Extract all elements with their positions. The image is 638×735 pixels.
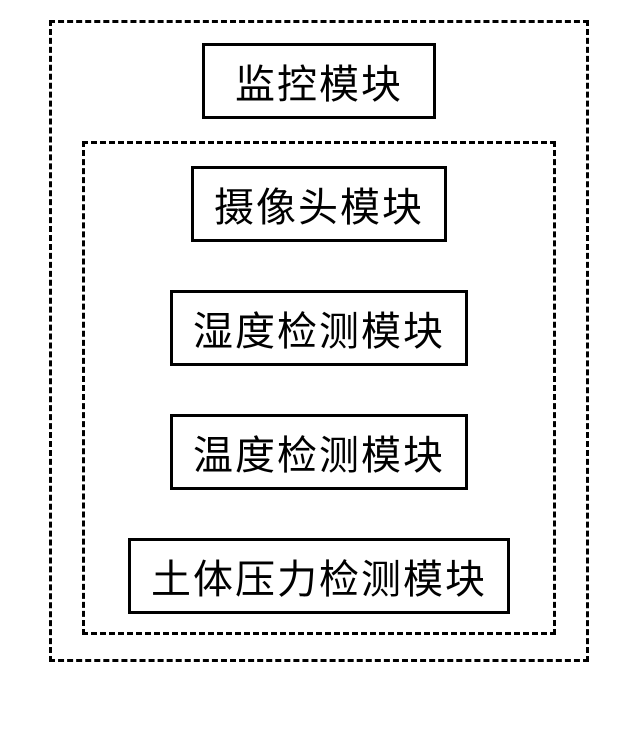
title-box: 监控模块 [202, 43, 436, 119]
module-box-camera: 摄像头模块 [191, 166, 447, 242]
module-label: 湿度检测模块 [193, 309, 445, 354]
module-box-humidity: 湿度检测模块 [170, 290, 468, 366]
inner-dashed-container: 摄像头模块 湿度检测模块 温度检测模块 土体压力检测模块 [82, 141, 556, 635]
module-box-temperature: 温度检测模块 [170, 414, 468, 490]
module-label: 摄像头模块 [214, 185, 424, 230]
outer-dashed-container: 监控模块 摄像头模块 湿度检测模块 温度检测模块 土体压力检测模块 [49, 20, 589, 662]
module-box-soil-pressure: 土体压力检测模块 [128, 538, 510, 614]
module-label: 土体压力检测模块 [151, 557, 487, 602]
module-label: 温度检测模块 [193, 433, 445, 478]
title-label: 监控模块 [235, 62, 403, 107]
